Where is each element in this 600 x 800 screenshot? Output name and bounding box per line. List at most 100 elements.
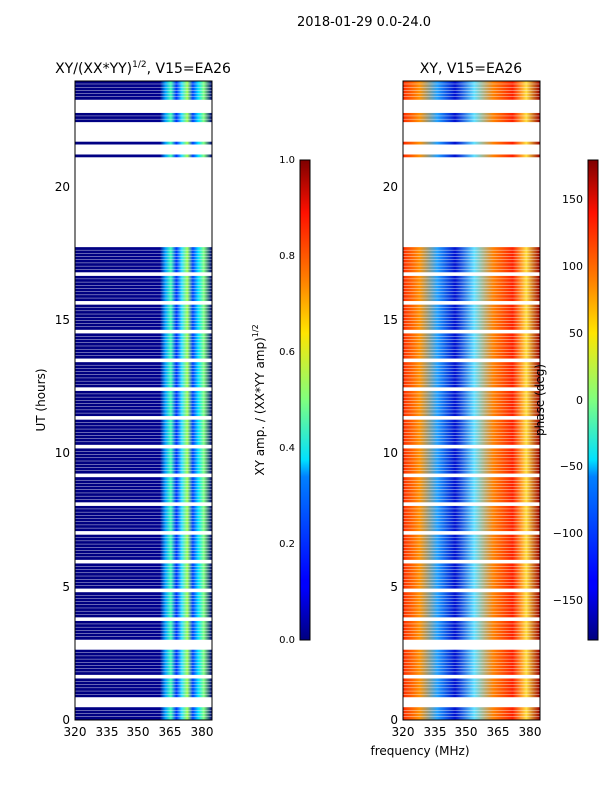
amplitude-heatmap-row-123 (75, 323, 212, 327)
phase-heatmap-row-143 (403, 259, 540, 263)
amplitude-heatmap-row-137 (75, 279, 212, 282)
amplitude-heatmap-row-28 (75, 627, 212, 631)
phase-heatmap-row-119 (403, 336, 540, 340)
phase-heatmap-row-100 (403, 397, 540, 401)
amplitude-heatmap-row-129 (75, 304, 212, 308)
phase-y-tick-20: 20 (383, 180, 398, 194)
phase-heatmap-row-65 (403, 509, 540, 512)
phase-heatmap-row-2 (403, 710, 540, 714)
phase-heatmap-row-125 (403, 317, 540, 321)
phase-heatmap-row-37 (403, 598, 540, 602)
phase-heatmap-row-188 (403, 116, 540, 119)
phase-x-ticks: 320 335 350 365 380 (392, 725, 542, 739)
amplitude-heatmap-row-195 (75, 93, 212, 97)
amplitude-heatmap-row-2 (75, 710, 212, 714)
phase-title: XY, V15=EA26 (420, 61, 522, 77)
phase-heatmap-row-198 (403, 84, 540, 87)
phase-heatmap-row-99 (403, 400, 540, 404)
phase-x-tick-365: 365 (487, 725, 510, 739)
phase-heatmap-row-82 (403, 454, 540, 458)
phase-heatmap-row-33 (403, 611, 540, 615)
amplitude-heatmap-row-60 (75, 525, 212, 528)
phase-heatmap-row-62 (403, 518, 540, 522)
amplitude-heatmap-row-89 (75, 432, 212, 436)
phase-heatmap-row-189 (403, 112, 540, 116)
amplitude-heatmap-row-71 (75, 489, 212, 493)
amplitude-heatmap-row-29 (75, 624, 212, 627)
amplitude-heatmap-row-32 (75, 614, 212, 618)
phase-heatmap-row-127 (403, 311, 540, 314)
phase-heatmap-row-146 (403, 250, 540, 254)
phase-colorbar-tick-minus100: −100 (553, 527, 583, 540)
amplitude-heatmap-row-96 (75, 410, 212, 413)
phase-heatmap-row-196 (403, 90, 540, 94)
phase-heatmap-row-71 (403, 489, 540, 493)
phase-heatmap-row-11 (403, 681, 540, 685)
amplitude-heatmap-row-86 (75, 442, 212, 445)
phase-heatmap-rows (403, 81, 540, 720)
phase-heatmap-row-195 (403, 93, 540, 97)
amplitude-heatmap-row-45 (75, 573, 212, 576)
phase-heatmap-row-107 (403, 374, 540, 378)
amplitude-heatmap-row-44 (75, 576, 212, 580)
amplitude-heatmap-row-194 (75, 96, 212, 100)
phase-heatmap-row-115 (403, 349, 540, 353)
amplitude-heatmap-row-9 (75, 688, 212, 691)
amplitude-heatmap-row-21 (75, 649, 212, 653)
phase-heatmap-row-75 (403, 477, 540, 480)
amplitude-heatmap-row-124 (75, 320, 212, 324)
phase-heatmap-row-12 (403, 678, 540, 682)
phase-heatmap-row-129 (403, 304, 540, 308)
amplitude-heatmap-row-36 (75, 601, 212, 605)
phase-heatmap-row-52 (403, 550, 540, 554)
phase-y-ticks: 0 5 10 15 20 (383, 180, 398, 727)
phase-panel: XY, V15=EA26 320 335 350 365 380 0 5 10 … (383, 61, 542, 739)
phase-heatmap-row-66 (403, 505, 540, 509)
phase-heatmap-row-87 (403, 438, 540, 442)
phase-heatmap-row-29 (403, 624, 540, 627)
amplitude-heatmap-row-187 (75, 119, 212, 123)
phase-heatmap-row-73 (403, 483, 540, 487)
phase-heatmap-row-51 (403, 553, 540, 557)
phase-plot-frame (402, 80, 541, 721)
phase-heatmap-row-70 (403, 493, 540, 496)
amplitude-heatmap-row-98 (75, 403, 212, 407)
amplitude-heatmap-row-69 (75, 496, 212, 500)
amplitude-y-tick-5: 5 (62, 580, 70, 594)
phase-heatmap-row-118 (403, 339, 540, 343)
amplitude-heatmap-row-141 (75, 266, 212, 270)
phase-heatmap-row-10 (403, 684, 540, 688)
phase-heatmap-row-90 (403, 429, 540, 433)
phase-heatmap-row-147 (403, 247, 540, 250)
amplitude-heatmap-row-12 (75, 678, 212, 682)
amplitude-heatmap-row-127 (75, 311, 212, 314)
phase-heatmap-row-84 (403, 448, 540, 452)
phase-heatmap-row-64 (403, 512, 540, 516)
amplitude-heatmap-row-8 (75, 691, 212, 695)
amplitude-heatmap-row-111 (75, 362, 212, 365)
phase-heatmap-row-141 (403, 266, 540, 270)
phase-heatmap-row-187 (403, 119, 540, 123)
amplitude-heatmap-row-132 (75, 295, 212, 298)
amplitude-heatmap-row-95 (75, 413, 212, 417)
phase-heatmap-row-54 (403, 544, 540, 548)
phase-heatmap-row-88 (403, 435, 540, 439)
phase-heatmap-row-176 (403, 154, 540, 158)
amplitude-heatmap-row-46 (75, 569, 212, 573)
phase-heatmap-row-95 (403, 413, 540, 417)
amplitude-heatmap-row-138 (75, 275, 212, 279)
phase-heatmap-row-113 (403, 355, 540, 359)
phase-heatmap-row-48 (403, 563, 540, 567)
amplitude-heatmap-row-140 (75, 269, 212, 273)
amplitude-heatmap-row-147 (75, 247, 212, 250)
phase-heatmap-row-25 (403, 636, 540, 640)
amplitude-heatmap-row-90 (75, 429, 212, 433)
phase-heatmap-row-106 (403, 378, 540, 381)
phase-heatmap-row-132 (403, 295, 540, 298)
amplitude-heatmap-row-92 (75, 422, 212, 426)
amplitude-heatmap-row-14 (75, 672, 212, 675)
amplitude-heatmap-row-30 (75, 620, 212, 624)
amplitude-heatmap-row-144 (75, 256, 212, 260)
amplitude-heatmap-row-56 (75, 537, 212, 541)
